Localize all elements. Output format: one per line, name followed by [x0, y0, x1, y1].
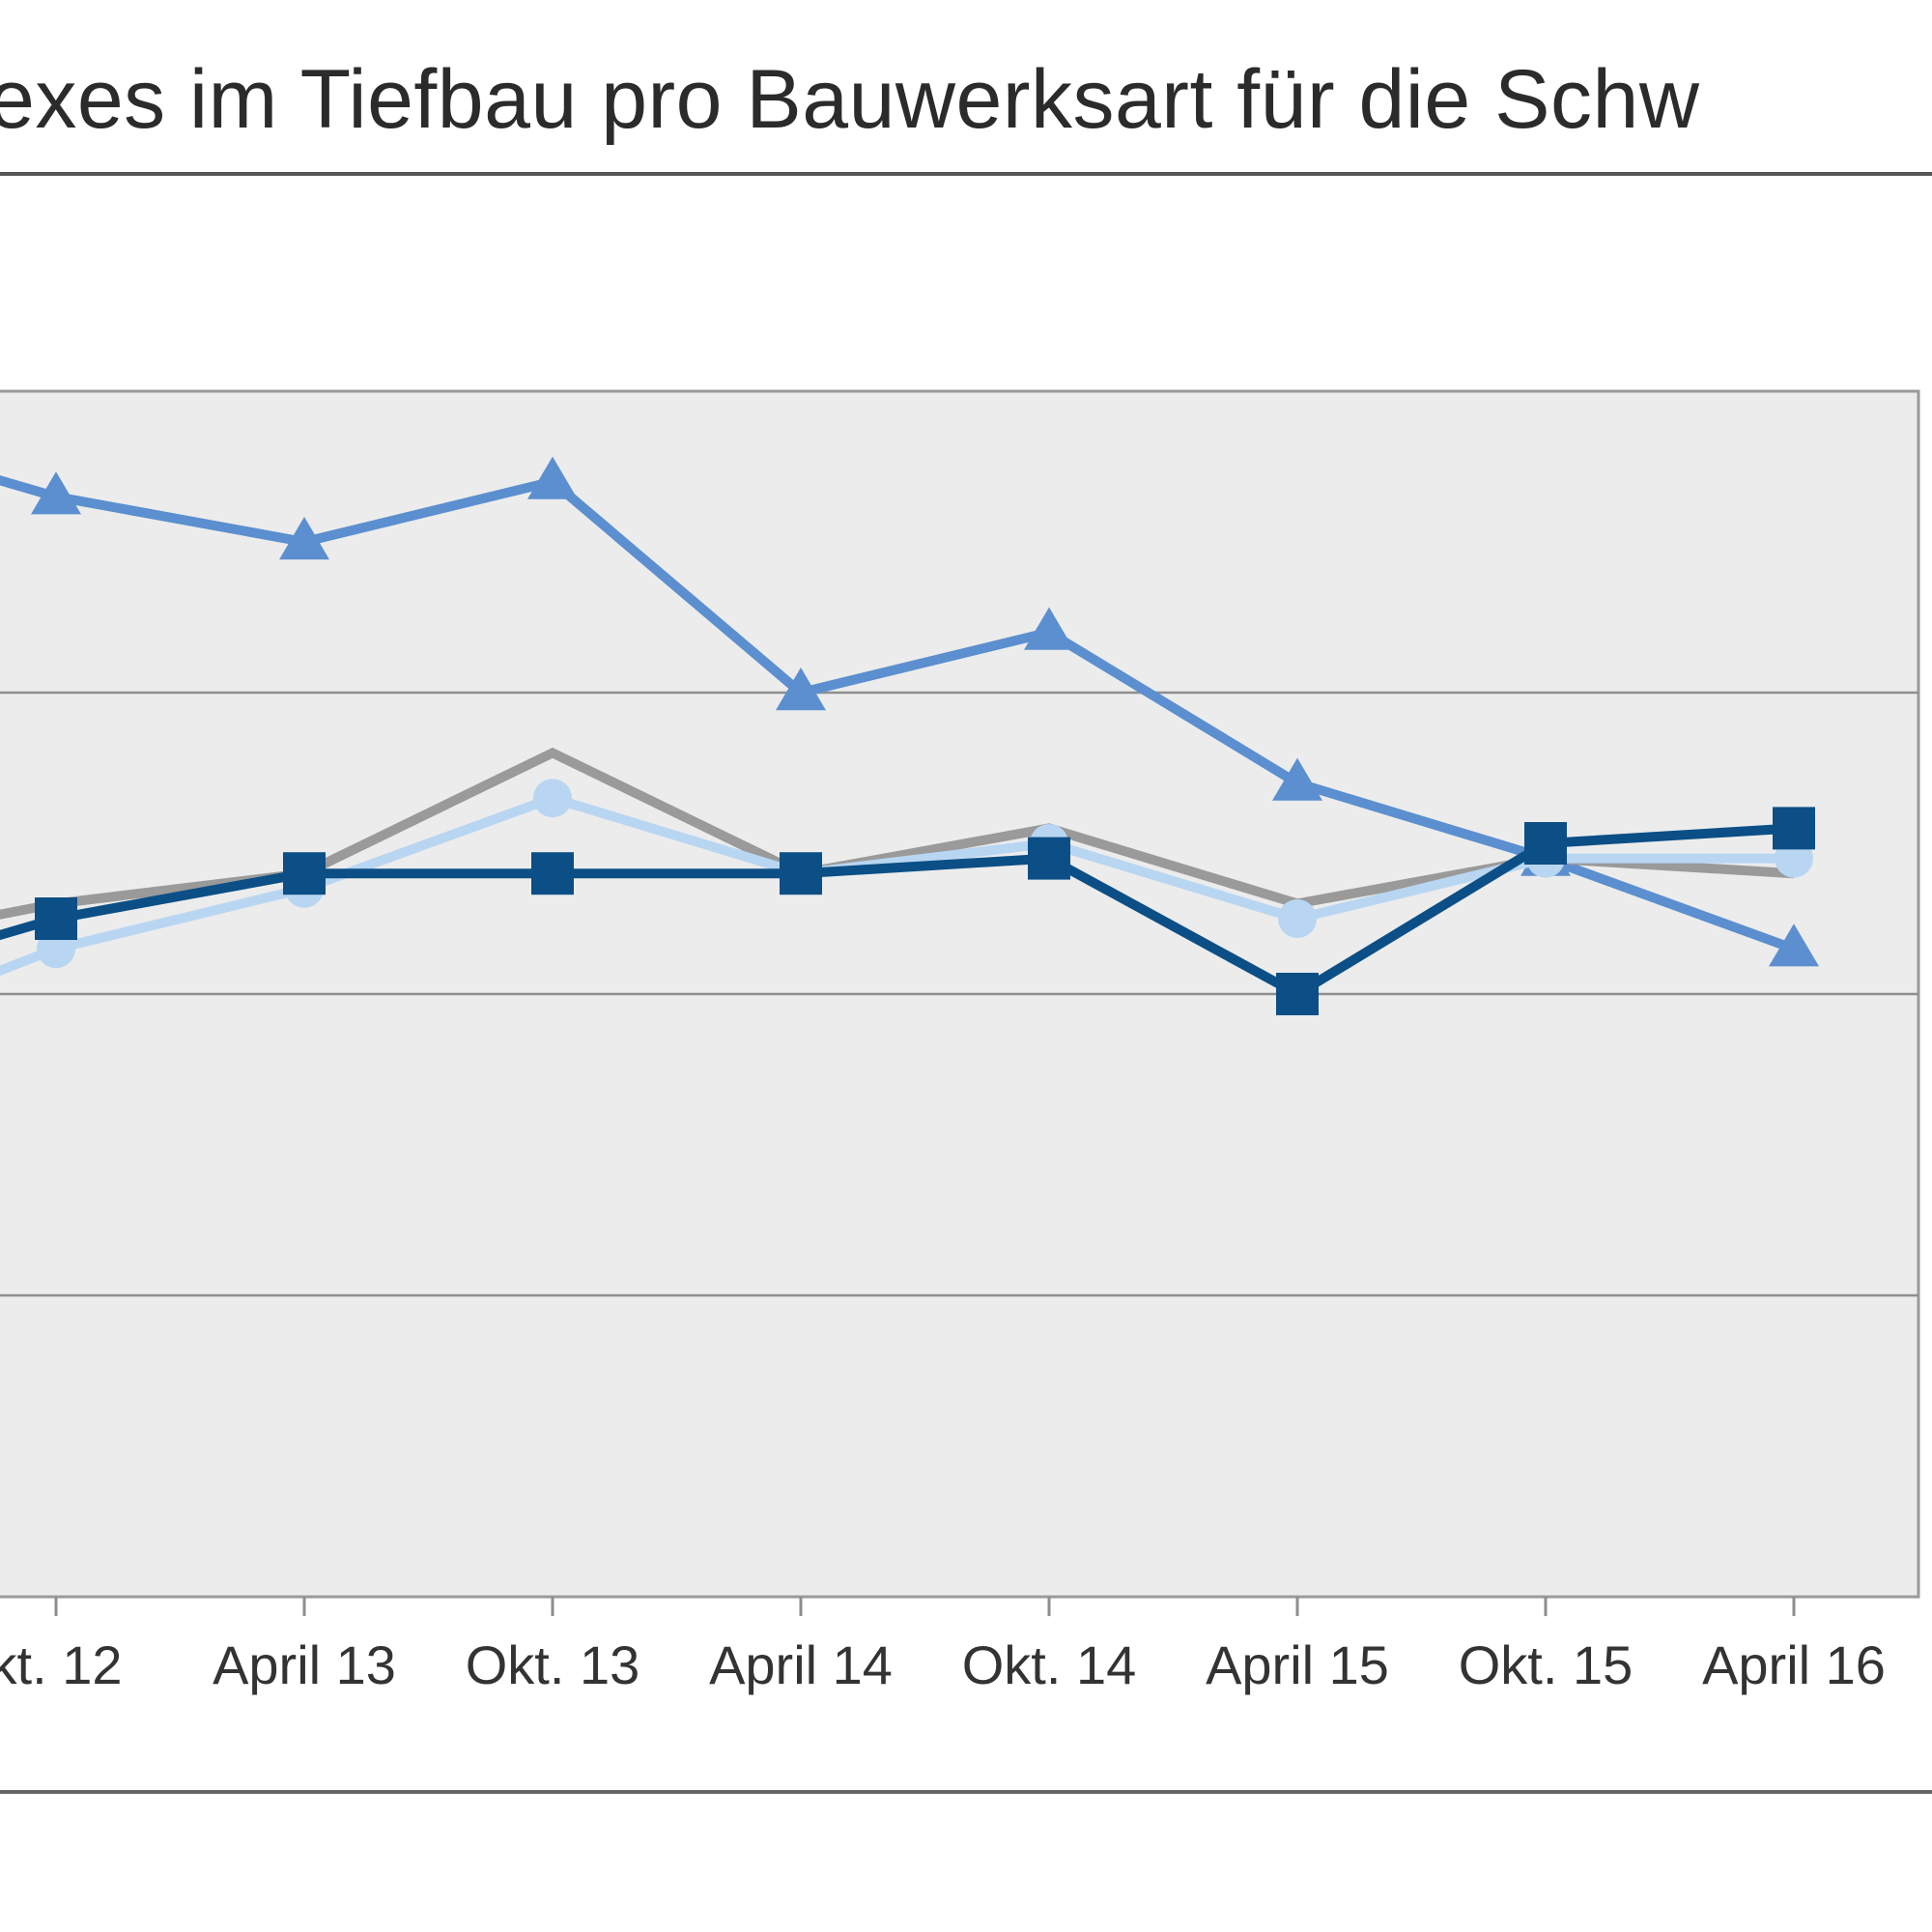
series-1-point	[527, 456, 578, 499]
series-1-point	[1272, 757, 1322, 801]
series-4-point	[1524, 822, 1567, 865]
series-4-point	[780, 852, 822, 895]
x-tick-label: Okt. 15	[1459, 1634, 1634, 1695]
x-tick-label: kt. 12	[0, 1634, 122, 1695]
x-tick-label: April 16	[1702, 1634, 1886, 1695]
plot-area	[0, 389, 1920, 1599]
series-3-point	[533, 779, 572, 818]
x-tick-label: Okt. 13	[466, 1634, 640, 1695]
chart-title: exes im Tiefbau pro Bauwerksart für die …	[0, 53, 1700, 146]
series-1-point	[776, 668, 826, 711]
x-tick-label: April 15	[1206, 1634, 1389, 1695]
series-4-point	[1276, 973, 1319, 1015]
series-4-point	[35, 897, 77, 940]
series-4-point	[1028, 837, 1070, 880]
series-4-point	[283, 852, 326, 895]
x-tick-label: Okt. 14	[962, 1634, 1137, 1695]
series-1-point	[1769, 923, 1819, 967]
series-4-point	[531, 852, 574, 895]
series-1-point	[31, 471, 81, 515]
series-3-point	[1278, 899, 1317, 938]
x-axis: kt. 12 April 13 Okt. 13 April 14 Okt. 14 Apri…	[0, 1597, 1886, 1695]
x-tick-label: April 13	[213, 1634, 396, 1695]
series-4-point	[1773, 807, 1815, 850]
series-layer	[0, 456, 1819, 1015]
x-tick-label: April 14	[709, 1634, 893, 1695]
series-1-point	[1024, 607, 1074, 650]
series-1-point	[279, 517, 329, 560]
